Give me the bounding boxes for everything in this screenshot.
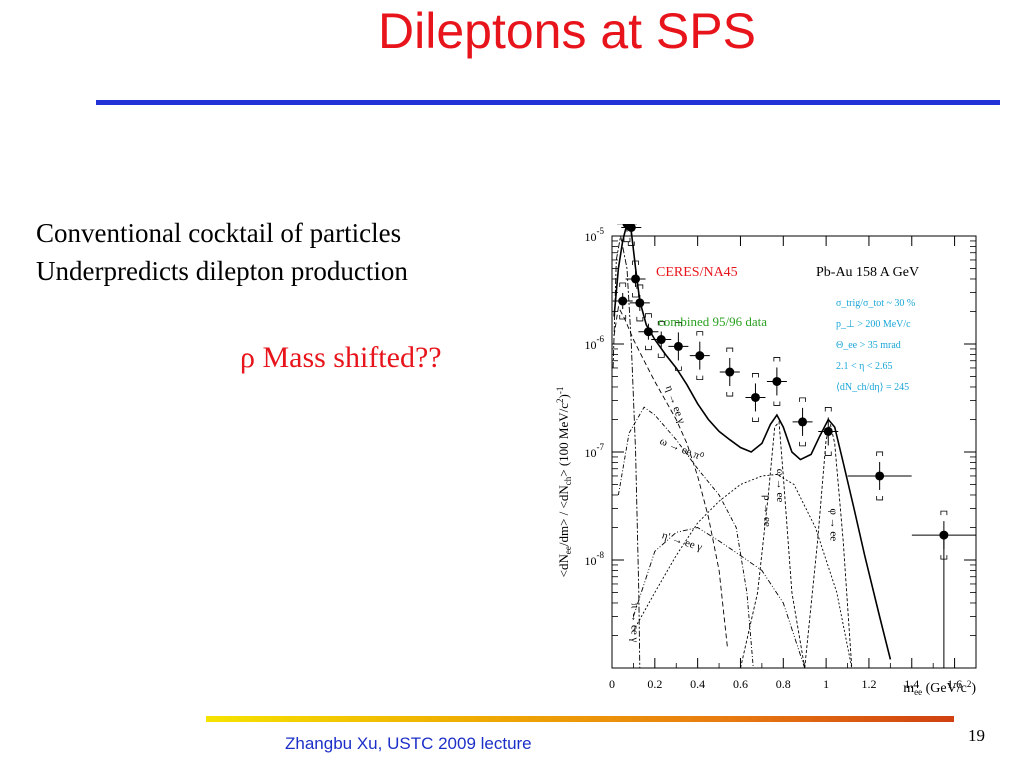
x-tick-label: 0.8 xyxy=(776,677,791,691)
cut-label: 2.1 < η < 2.65 xyxy=(836,361,893,372)
data-point xyxy=(651,321,672,358)
data-point xyxy=(745,373,766,422)
cut-label: σ_trig/σ_tot ~ 30 % xyxy=(836,298,915,309)
y-tick-label: 10-6 xyxy=(585,334,605,352)
x-tick-label: 0.6 xyxy=(733,677,748,691)
y-tick-label: 10-8 xyxy=(585,550,605,568)
channel-label: ω → ee xyxy=(774,469,786,503)
data-point xyxy=(629,284,650,322)
curve--ee- xyxy=(632,527,806,669)
footer-gradient-bar xyxy=(206,716,954,722)
channel-label: φ → ee xyxy=(827,508,839,541)
page-number: 19 xyxy=(968,726,985,745)
data-point xyxy=(625,260,646,298)
x-tick-label: 1.4 xyxy=(904,677,919,691)
curve--ee xyxy=(740,420,806,669)
curve--ee xyxy=(804,424,853,669)
data-point xyxy=(638,313,659,351)
curve--ee xyxy=(633,473,853,669)
curve--ee- xyxy=(617,406,754,669)
data-point xyxy=(847,451,912,501)
x-tick-label: 0.2 xyxy=(647,677,662,691)
bullet-list: Conventional cocktail of particles Under… xyxy=(36,214,408,290)
x-tick-label: 0 xyxy=(609,677,615,691)
bullet-line-1: Conventional cocktail of particles xyxy=(36,218,402,248)
curve--ee- xyxy=(612,235,641,669)
cut-label: ⟨dN_ch/dη⟩ = 245 xyxy=(836,382,909,393)
y-tick-label: 10-7 xyxy=(585,442,605,460)
rho-mass-note: ρ Mass shifted?? xyxy=(240,341,442,374)
data-point xyxy=(612,282,633,320)
footer-credit: Zhangbu Xu, USTC 2009 lecture xyxy=(285,734,532,753)
title-underline xyxy=(96,100,1000,105)
x-tick-label: 1.2 xyxy=(861,677,876,691)
channel-label: ρ → ee xyxy=(761,495,773,527)
channel-label: η → ee γ xyxy=(663,384,688,425)
x-axis-title: mee (GeV/c2) xyxy=(903,679,976,697)
cut-label: p_⊥ > 200 MeV/c xyxy=(836,319,911,330)
data-point xyxy=(792,397,813,447)
x-tick-label: 1.6 xyxy=(947,677,962,691)
curve--ee- xyxy=(613,305,729,650)
bullet-line-2: Underpredicts dilepton production xyxy=(36,256,408,286)
data-point xyxy=(818,407,839,456)
x-tick-label: 1 xyxy=(823,677,829,691)
y-axis-title: <dNee/dm> / <dNch> (100 MeV/c2)-1 xyxy=(555,387,573,578)
slide-title: Dileptons at SPS xyxy=(378,3,756,59)
system-label: Pb-Au 158 A GeV xyxy=(816,265,919,280)
data-point xyxy=(689,331,710,381)
y-tick-label: 10-5 xyxy=(585,226,605,244)
experiment-label: CERES/NA45 xyxy=(656,265,738,280)
channel-label: π → ee γ xyxy=(628,603,640,643)
dataset-label: combined 95/96 data xyxy=(658,314,767,329)
channel-label: ω → ee π⁰ xyxy=(658,435,706,464)
data-point xyxy=(766,357,787,406)
curve-cocktail-total xyxy=(613,224,892,660)
channel-label: η' → ee γ xyxy=(660,529,703,553)
data-point xyxy=(668,322,689,371)
x-tick-label: 0.4 xyxy=(690,677,705,691)
data-point xyxy=(621,224,642,246)
cut-label: Θ_ee > 35 mrad xyxy=(836,340,901,351)
dilepton-mass-spectrum-chart: 0 0.2 0.4 0.6 0.8 1 1.2 1.4 1.610-510-610-710-8 … xyxy=(555,224,977,697)
data-point xyxy=(719,347,740,397)
